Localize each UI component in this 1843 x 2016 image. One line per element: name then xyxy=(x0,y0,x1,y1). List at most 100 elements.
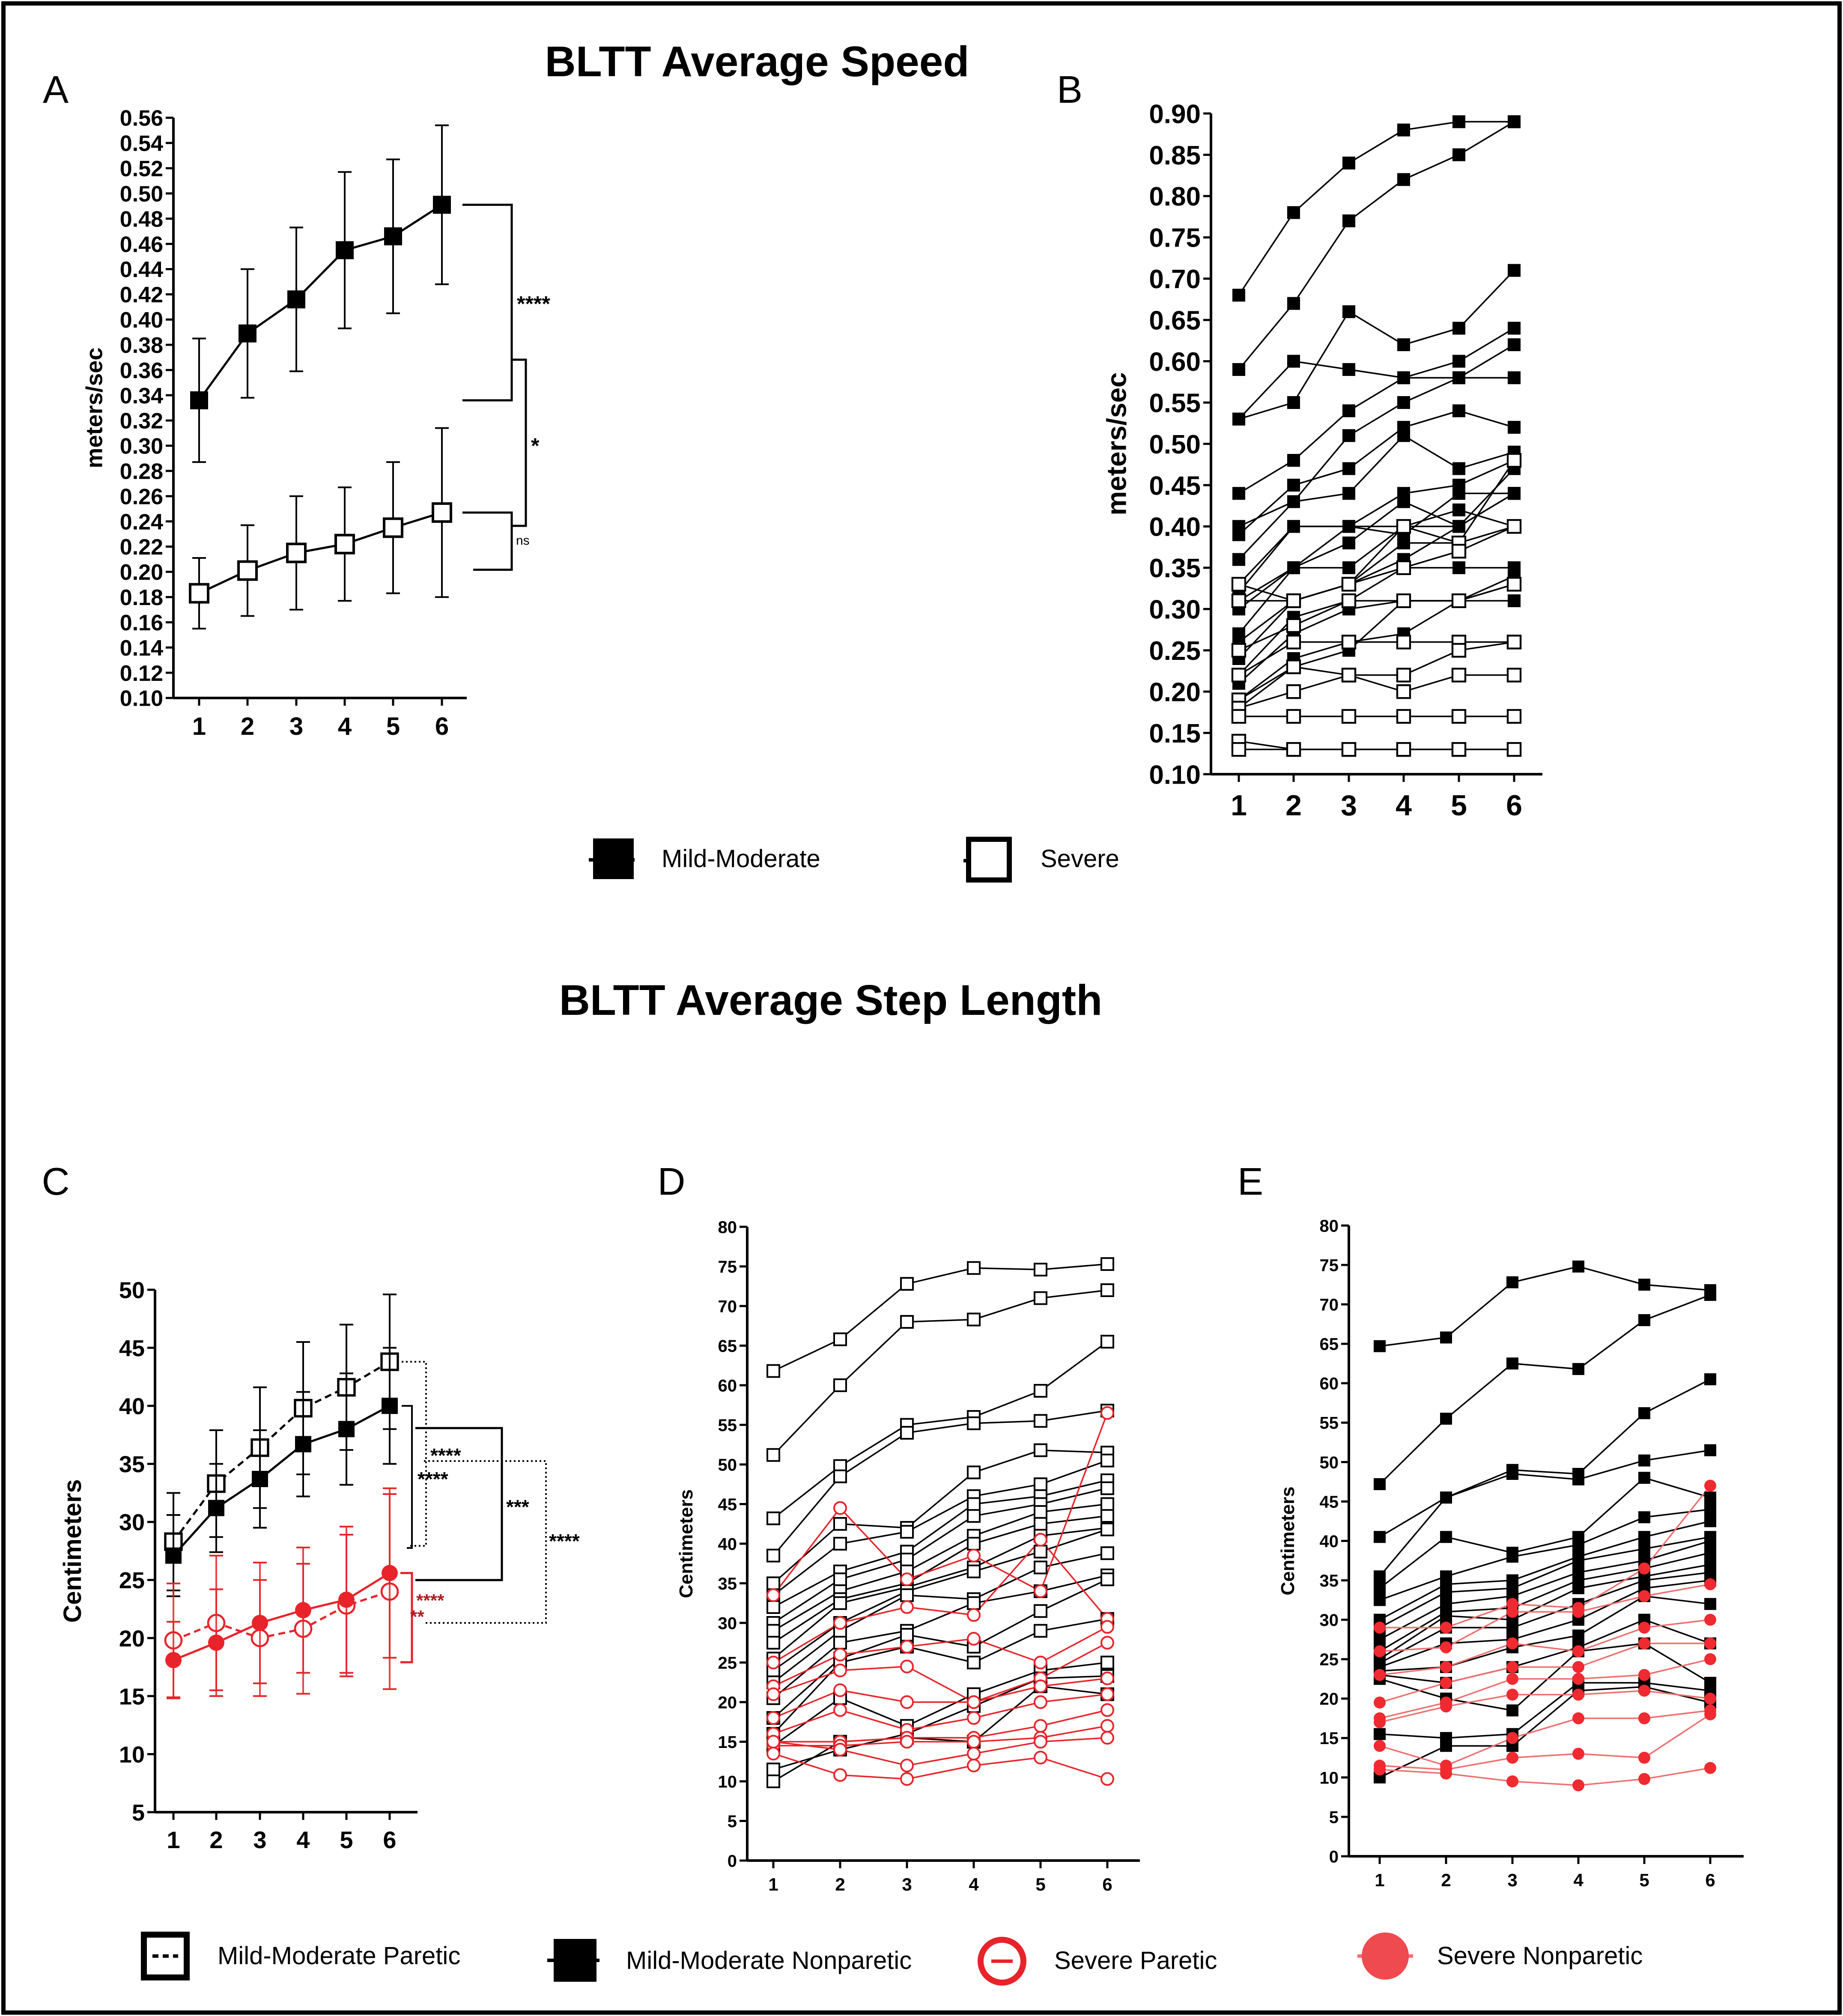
y-tick-label: 0.16 xyxy=(120,611,163,635)
significance-label: **** xyxy=(416,1590,444,1610)
y-tick-label: 0.10 xyxy=(1149,760,1201,790)
x-tick-label: 4 xyxy=(1396,789,1412,822)
data-point-filled-square xyxy=(1572,1629,1584,1642)
subject-line xyxy=(772,1449,1108,1584)
data-point-filled-square xyxy=(252,1470,268,1487)
data-point-filled-square xyxy=(1342,462,1355,475)
data-point-filled-square xyxy=(1440,1586,1452,1598)
data-point-open-circle xyxy=(900,1695,914,1709)
subject-line xyxy=(1380,1485,1711,1628)
subject-line xyxy=(772,1289,1108,1456)
data-point-open-square xyxy=(1506,635,1522,650)
data-point-filled-square xyxy=(1452,520,1465,533)
data-point-filled-circle xyxy=(1704,1692,1716,1705)
data-point-filled-square xyxy=(1342,214,1355,227)
x-tick-label: 5 xyxy=(1035,1874,1045,1894)
data-point-filled-square xyxy=(1440,1531,1452,1543)
y-tick-label: 30 xyxy=(119,1510,145,1536)
subject-line xyxy=(773,1693,1108,1735)
subject-line xyxy=(1238,459,1515,585)
y-tick-label: 0.35 xyxy=(1149,554,1201,583)
y-tick-label: 30 xyxy=(718,1614,737,1633)
data-point-open-square xyxy=(1100,1572,1114,1587)
subject-line xyxy=(1379,1658,1711,1719)
data-point-filled-circle xyxy=(1374,1740,1386,1752)
subject-line xyxy=(773,1725,1108,1747)
legend-label-mm-nonparetic: Mild-Moderate Nonparetic xyxy=(626,1947,912,1974)
y-tick-label: 0.40 xyxy=(1149,513,1201,542)
subject-line xyxy=(1238,460,1515,602)
y-tick-label: 0.38 xyxy=(120,333,163,358)
subject-line xyxy=(1239,525,1515,602)
data-point-open-square xyxy=(833,1378,847,1392)
data-point-open-square xyxy=(967,1564,981,1578)
data-point-open-square xyxy=(1100,1453,1114,1467)
data-point-filled-square xyxy=(1452,503,1465,516)
y-tick-label: 45 xyxy=(119,1336,145,1361)
data-point-filled-square xyxy=(1572,1554,1584,1567)
data-point-filled-square xyxy=(1374,1478,1386,1490)
data-point-filled-square xyxy=(1342,305,1355,318)
data-point-open-square xyxy=(1341,635,1357,650)
x-tick-label: 2 xyxy=(241,713,254,740)
y-tick-label: 0.40 xyxy=(120,308,163,333)
panel-letter-c: C xyxy=(42,1160,70,1203)
legend-label-mild-moderate: Mild-Moderate xyxy=(662,845,820,873)
data-point-open-circle xyxy=(900,1659,914,1673)
y-tick-label: 15 xyxy=(119,1684,145,1709)
subject-line xyxy=(1379,1564,1711,1660)
data-point-filled-circle xyxy=(1572,1748,1584,1760)
data-point-filled-square xyxy=(1374,1728,1386,1740)
data-point-filled-square xyxy=(1342,487,1355,500)
data-point-filled-square xyxy=(1374,1570,1386,1583)
chart-panel-a: 0.100.120.140.160.180.200.220.240.260.28… xyxy=(82,106,551,740)
data-point-filled-square xyxy=(1232,289,1245,302)
data-point-filled-circle xyxy=(1506,1606,1518,1618)
data-point-filled-square xyxy=(1506,1276,1518,1288)
data-point-filled-square xyxy=(1506,1357,1518,1370)
y-tick-label: 5 xyxy=(728,1812,737,1831)
data-point-open-square xyxy=(1451,709,1467,724)
data-point-filled-square xyxy=(1704,1547,1716,1559)
data-point-filled-circle xyxy=(295,1602,311,1619)
data-point-filled-square xyxy=(1704,1535,1716,1547)
data-point-filled-square xyxy=(1232,412,1245,426)
y-tick-label: 60 xyxy=(1320,1375,1339,1393)
data-point-open-circle xyxy=(833,1616,847,1630)
y-tick-label: 50 xyxy=(718,1455,737,1474)
data-point-filled-square xyxy=(338,1421,355,1437)
y-tick-label: 0.36 xyxy=(120,358,163,383)
data-point-open-circle xyxy=(766,1687,780,1701)
y-tick-label: 0.14 xyxy=(120,636,163,661)
y-tick-label: 0.54 xyxy=(120,131,163,156)
data-point-open-square xyxy=(766,1364,780,1378)
y-tick-label: 0.48 xyxy=(120,207,163,232)
data-point-filled-circle xyxy=(1638,1637,1650,1649)
x-tick-label: 2 xyxy=(1285,789,1302,822)
data-point-filled-square xyxy=(382,1398,398,1414)
data-point-filled-circle xyxy=(1440,1661,1452,1673)
data-point-filled-square xyxy=(1508,371,1521,385)
subject-line xyxy=(1379,1682,1711,1739)
data-point-open-square xyxy=(967,1465,981,1479)
legend-marker-filled-circle-red xyxy=(1362,1932,1409,1980)
y-tick-label: 0 xyxy=(1329,1847,1339,1866)
subject-line xyxy=(1238,492,1515,643)
significance-label: ** xyxy=(410,1607,424,1627)
data-point-open-square xyxy=(1341,742,1357,757)
y-tick-label: 0 xyxy=(728,1852,737,1870)
data-point-filled-circle xyxy=(1440,1700,1452,1713)
data-point-filled-square xyxy=(1397,123,1410,137)
subject-line xyxy=(1379,1552,1711,1652)
significance-label: ns xyxy=(516,534,530,548)
data-point-filled-square xyxy=(295,1436,311,1452)
data-point-filled-circle xyxy=(1374,1763,1386,1776)
data-point-open-square xyxy=(1341,577,1357,592)
y-tick-label: 10 xyxy=(1320,1768,1339,1787)
subject-line xyxy=(1238,410,1515,535)
data-point-filled-square xyxy=(287,290,305,309)
data-point-open-circle xyxy=(1034,1584,1047,1598)
x-tick-label: 3 xyxy=(1341,789,1357,822)
data-point-open-circle xyxy=(1034,1695,1047,1709)
subject-line xyxy=(1238,492,1514,602)
